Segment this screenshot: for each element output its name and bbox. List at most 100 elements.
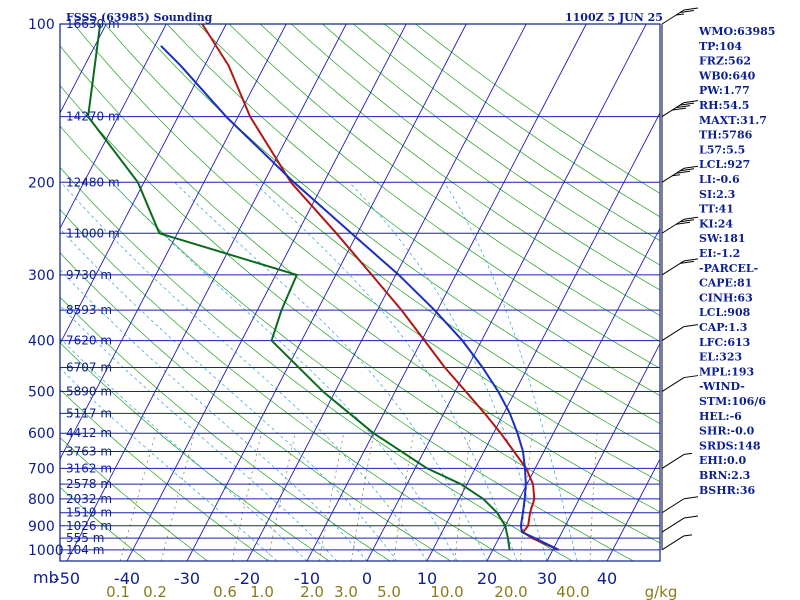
temperature-tick-label: -40 [114, 569, 140, 588]
moist-adiabat [174, 182, 488, 561]
isotherm [66, 24, 347, 561]
isotherm [606, 458, 660, 561]
dry-adiabat [104, 24, 660, 453]
temperature-tick-label: 10 [417, 569, 437, 588]
wind-profile [661, 7, 699, 551]
mixing-ratio-line [454, 433, 472, 561]
wind-barb-flag [683, 7, 699, 11]
stat-line: EL:323 [699, 351, 742, 364]
dry-adiabat [291, 24, 660, 291]
wind-barb-half [675, 13, 685, 16]
temperature-tick-label: 30 [537, 569, 557, 588]
isotherm [366, 24, 647, 561]
mixing-ratio-label: 20.0 [494, 583, 527, 600]
height-label: 16630 m [66, 17, 120, 31]
moist-adiabat [444, 182, 578, 561]
dry-adiabat [322, 24, 660, 266]
chart-title: FSSS (63985) Sounding [66, 11, 213, 24]
pressure-tick-label: 900 [28, 519, 55, 535]
dry-adiabat [60, 209, 512, 561]
pressure-tick-label: 1000 [28, 543, 64, 559]
wind-barb-flag [679, 219, 695, 223]
moist-adiabat [348, 182, 548, 561]
pressure-tick-label: 400 [28, 334, 55, 350]
stat-line: STM:106/6 [699, 395, 766, 408]
wind-barb [661, 324, 699, 342]
parcel-trace [160, 45, 560, 551]
wind-barb-staff [661, 535, 685, 551]
wind-barb [661, 216, 699, 234]
stat-line: EHI:0.0 [699, 454, 746, 467]
stat-line: LFC:613 [699, 336, 750, 349]
sounding-traces [87, 24, 560, 551]
moist-adiabat [60, 182, 428, 561]
stat-line: SW:181 [699, 232, 746, 245]
pressure-tick-label: 500 [28, 385, 55, 401]
pressure-tick-label: 800 [28, 492, 55, 508]
mixing-ratio-label: 1.0 [250, 583, 274, 600]
pressure-tick-label: 300 [28, 268, 55, 284]
stat-line: SHR:-0.0 [699, 425, 755, 438]
stat-line: L57:5.5 [699, 143, 745, 156]
wind-barb-flag [683, 324, 699, 328]
wind-barb-staff [661, 498, 685, 514]
isotherm [306, 24, 587, 561]
mixing-ratio-label: 40.0 [556, 583, 589, 600]
wind-barb [661, 534, 693, 551]
pressure-tick-label: 100 [28, 17, 55, 33]
wind-barb-flag [671, 107, 687, 111]
stat-line: BSHR:36 [699, 484, 755, 497]
moist-adiabat [60, 305, 338, 561]
stat-line: RH:54.5 [699, 99, 749, 112]
mixing-ratio-line [589, 433, 598, 561]
wind-barb-staff [661, 453, 685, 469]
height-label: 555 m [66, 531, 104, 545]
isotherm [126, 24, 407, 561]
wind-barb-staff [661, 326, 685, 342]
wind-barb-flag [679, 168, 695, 172]
moist-adiabat [60, 269, 368, 561]
pressure-levels [60, 23, 660, 551]
mixing-ratio-line [393, 433, 414, 561]
dry-adiabat [60, 486, 147, 561]
temperature-tick-label: -50 [54, 569, 80, 588]
stat-line: CAPE:81 [699, 277, 752, 290]
dry-adiabat [228, 24, 660, 342]
wind-barb-flag [683, 165, 699, 169]
height-label: 1026 m [66, 519, 112, 533]
mixing-ratio-line [350, 433, 375, 561]
stat-line: CINH:63 [699, 291, 753, 304]
mixing-ratio-line [267, 433, 296, 561]
temperature-tick-label: 0 [362, 569, 372, 588]
dry-adiabat [60, 388, 269, 561]
moist-adiabat [111, 182, 458, 561]
stat-line: KI:24 [699, 217, 733, 230]
wind-barb-half [671, 174, 681, 177]
stat-line: WB0:640 [698, 69, 756, 82]
mixing-ratio-unit: g/kg [645, 583, 678, 600]
height-label: 7620 m [66, 334, 112, 348]
stat-line: PW:1.77 [699, 84, 750, 97]
wind-barb-flag [683, 258, 699, 262]
wind-barb-staff [661, 517, 685, 533]
wind-barb [661, 515, 699, 533]
mixing-ratio-label: 0.6 [213, 583, 237, 600]
wind-barb [661, 165, 699, 183]
stat-line: LCL:927 [699, 158, 750, 171]
height-label: 8593 m [66, 303, 112, 317]
temperature-tick-label: -30 [174, 569, 200, 588]
mixing-ratio-label: 10.0 [430, 583, 463, 600]
axis-labels: 16630 m 14270 m 12480 m 11000 m 9730 m 8593 m… [28, 17, 677, 600]
wind-barb-flag [675, 170, 691, 174]
wind-barb [661, 375, 699, 392]
height-label: 5890 m [66, 385, 112, 399]
height-label: 1519 m [66, 506, 112, 520]
temperature-tick-label: 40 [597, 569, 617, 588]
stat-line: LI:-0.6 [699, 173, 740, 186]
wind-barb-flag [683, 515, 699, 519]
wind-barb-half [683, 534, 693, 537]
height-label: 3162 m [66, 461, 112, 475]
stat-line: TP:104 [699, 40, 742, 53]
